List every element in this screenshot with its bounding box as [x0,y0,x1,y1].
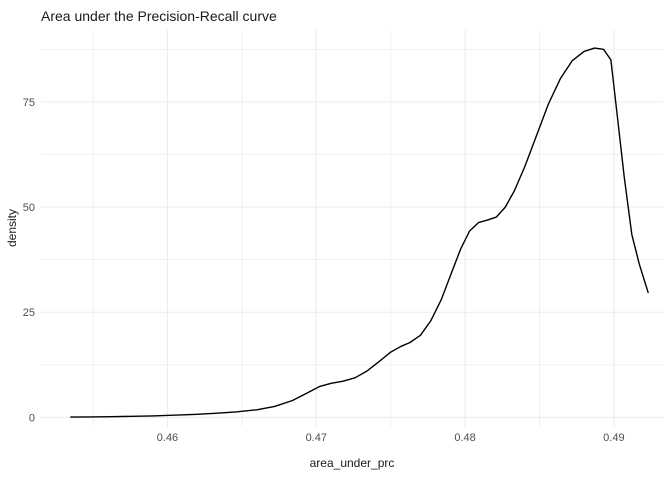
density-curve-path [70,47,649,418]
y-axis-title: density [5,208,19,248]
x-axis-title: area_under_prc [309,456,395,470]
y-tick-label: 25 [23,307,35,319]
x-tick-label: 0.49 [603,432,624,444]
y-tick-label: 0 [29,412,35,424]
x-tick-label: 0.48 [454,432,475,444]
y-tick-label: 50 [23,202,35,214]
y-tick-label: 75 [23,97,35,109]
x-tick-label: 0.46 [157,432,178,444]
x-tick-label: 0.47 [306,432,327,444]
plot-title: Area under the Precision-Recall curve [41,8,277,24]
